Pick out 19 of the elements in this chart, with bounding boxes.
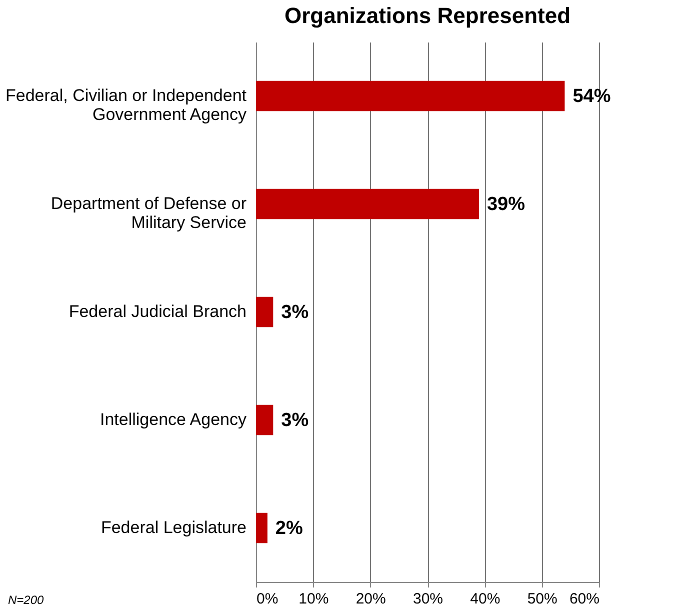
x-tick-label: 50% [527, 590, 558, 608]
data-label: 54% [572, 86, 611, 107]
y-tick-label: Federal Judicial Branch [68, 302, 246, 321]
text: N=200 [8, 593, 44, 607]
data-label: 3% [281, 302, 309, 323]
x-tick-label: 20% [356, 590, 386, 608]
y-tick-label: Federal Legislature [100, 518, 246, 537]
x-tick-label: 60% [569, 590, 600, 608]
x-tick-label: 30% [412, 590, 444, 608]
y-tick-label: Intelligence Agency [100, 410, 247, 429]
x-tick-label: 0% [256, 590, 278, 608]
x-tick-label: 10% [298, 590, 329, 608]
y-tick-label: Federal, Civilian or Independent Government Agency [6, 86, 247, 124]
data-label: 39% [486, 194, 526, 215]
chart-title: Organizations Represented [284, 3, 571, 28]
y-tick-label: Department of Defense or Military Service [50, 194, 247, 232]
data-label: 2% [275, 518, 303, 539]
x-tick-label: 40% [470, 590, 500, 608]
data-label: 3% [281, 410, 309, 431]
